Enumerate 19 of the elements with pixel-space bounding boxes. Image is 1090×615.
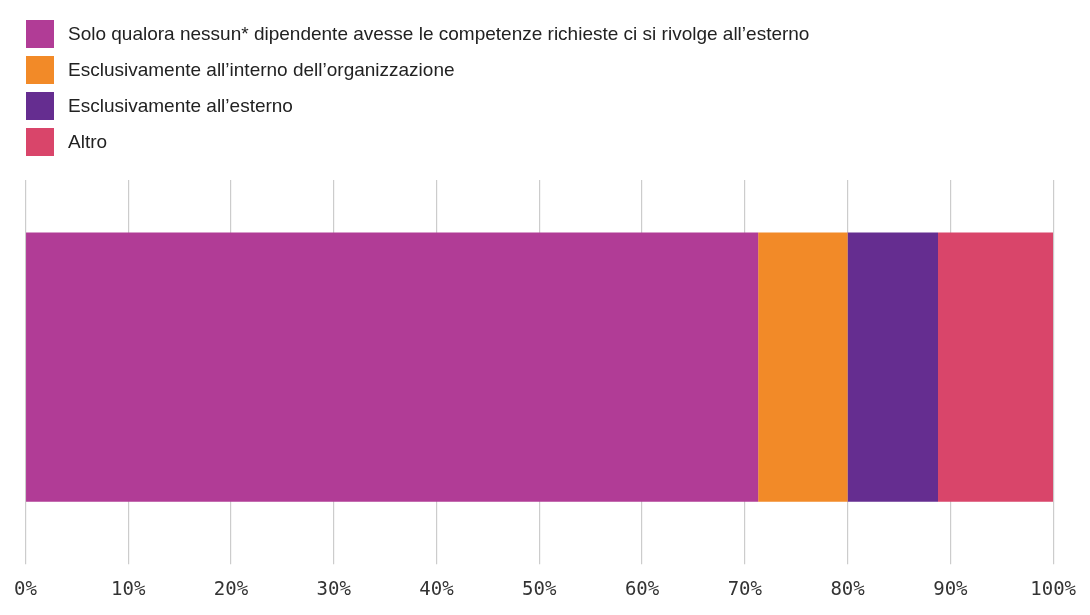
- x-tick-label: 40%: [419, 576, 455, 599]
- legend-label: Solo qualora nessun* dipendente avesse le competenze richieste ci si rivolge all’esterno: [68, 23, 810, 45]
- x-tick-label: 70%: [727, 576, 763, 599]
- bar: [847, 232, 939, 502]
- bar: [26, 232, 759, 502]
- x-tick-label: 20%: [213, 576, 249, 599]
- bar: [938, 232, 1054, 502]
- x-tick-label: 80%: [830, 576, 866, 599]
- legend-label: Esclusivamente all’interno dell’organizzazione: [68, 59, 455, 81]
- x-tick-label: 0%: [13, 576, 38, 599]
- x-tick-label: 90%: [933, 576, 969, 599]
- x-tick-label: 60%: [624, 576, 660, 599]
- legend-label: Esclusivamente all’esterno: [68, 95, 293, 117]
- x-tick-label: 30%: [316, 576, 352, 599]
- x-tick-label: 10%: [111, 576, 146, 599]
- x-tick-label: 50%: [522, 576, 557, 599]
- bar: [758, 232, 848, 502]
- x-tick-label: 100%: [1030, 576, 1077, 599]
- legend-label: Altro: [68, 131, 108, 153]
